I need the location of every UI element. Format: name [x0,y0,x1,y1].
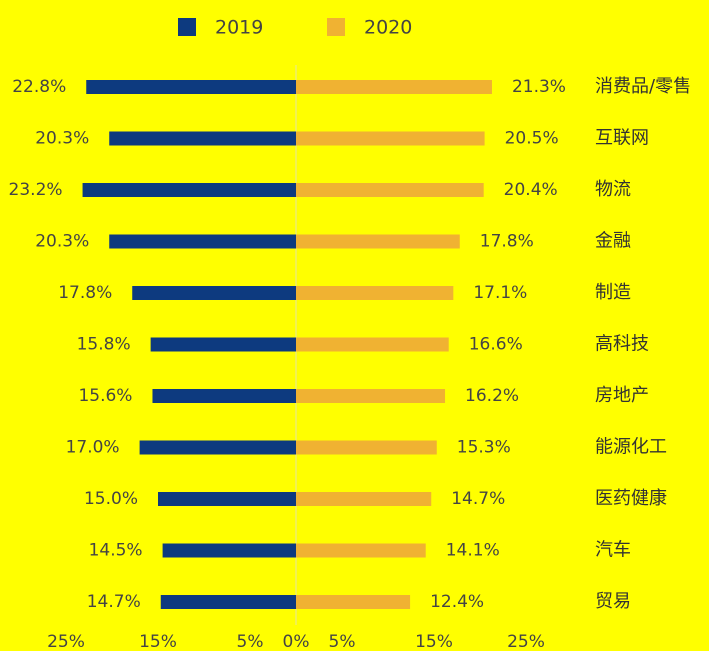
bar [296,440,437,455]
value-label: 14.7% [87,592,141,612]
bar [109,131,297,146]
x-tick-label: 25% [47,632,85,651]
category-label: 制造 [595,282,631,303]
value-label: 16.6% [469,335,523,355]
value-label: 20.4% [504,180,558,200]
value-label: 16.2% [465,386,519,406]
value-label: 15.8% [77,335,131,355]
bar [139,440,296,455]
value-label: 15.0% [84,489,138,509]
value-label: 21.3% [512,77,566,97]
legend-swatch [178,18,196,36]
value-label: 14.5% [89,541,143,561]
category-label: 金融 [595,231,631,252]
bar [158,492,296,506]
bar [162,543,296,558]
bar [296,80,492,94]
value-label: 20.5% [505,129,559,149]
bar [132,286,296,300]
bar [152,389,296,403]
value-label: 22.8% [12,77,66,97]
bar [296,595,411,609]
bar [296,389,446,403]
value-label: 14.1% [446,541,500,561]
x-tick-label: 15% [139,632,177,651]
value-label: 17.8% [480,232,534,252]
category-label: 能源化工 [595,437,667,458]
value-label: 17.8% [58,283,112,303]
bar [86,80,297,94]
category-label: 互联网 [595,128,649,149]
legend-label: 2019 [215,17,263,39]
bar [82,183,296,197]
value-label: 15.3% [457,438,511,458]
value-label: 12.4% [430,592,484,612]
legend-label: 2020 [364,17,412,39]
bar [296,286,454,300]
bar [160,595,296,609]
value-label: 20.3% [35,232,89,252]
x-tick-label: 5% [329,632,356,651]
category-label: 高科技 [595,334,649,355]
x-tick-label: 0% [283,632,310,651]
value-label: 17.1% [473,283,527,303]
x-tick-label: 15% [415,632,453,651]
category-label: 消费品/零售 [595,76,691,97]
x-tick-label: 25% [507,632,545,651]
x-tick-label: 5% [237,632,264,651]
value-label: 15.6% [78,386,132,406]
category-label: 物流 [595,179,631,200]
value-label: 14.7% [451,489,505,509]
bar [296,131,485,146]
bar [296,492,432,506]
bar [296,234,460,249]
category-label: 汽车 [595,540,631,561]
bar [296,337,449,352]
bar [109,234,297,249]
value-label: 23.2% [9,180,63,200]
category-label: 贸易 [595,591,631,612]
category-label: 医药健康 [595,488,667,509]
bar [296,183,484,197]
bar [296,543,426,558]
category-label: 房地产 [595,385,649,406]
value-label: 20.3% [35,129,89,149]
legend-swatch [327,18,345,36]
value-label: 17.0% [66,438,120,458]
bar [150,337,296,352]
